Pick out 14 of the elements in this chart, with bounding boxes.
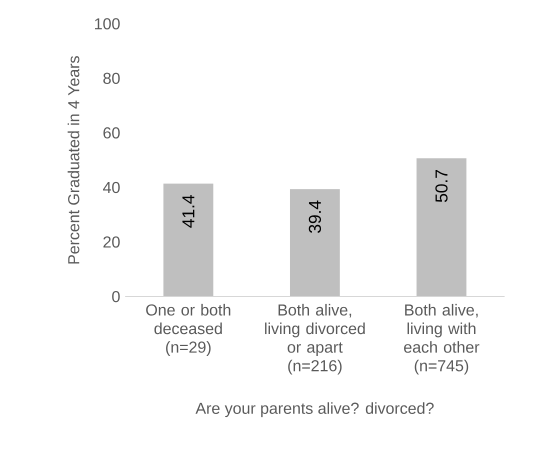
- y-tick-label: 0: [112, 291, 120, 302]
- y-tick-label: 60: [103, 127, 120, 139]
- data-label: 50.7: [435, 170, 448, 202]
- x-tick-label: One or both deceased (n=29): [146, 304, 230, 356]
- data-label: 39.4: [308, 200, 322, 234]
- y-tick-label: 80: [103, 72, 120, 84]
- x-tick-label: Both alive, living with each other (n=745): [404, 304, 480, 375]
- data-label: 41.4: [182, 195, 194, 228]
- y-axis-title: Percent Graduated in 4 Years: [68, 56, 80, 264]
- y-tick-label: 20: [103, 236, 120, 248]
- x-axis-title: Are your parents alive? divorced?: [196, 402, 434, 418]
- x-tick-label: Both alive, living divorced or apart (n=216): [265, 304, 365, 375]
- y-tick-label: 100: [94, 18, 120, 30]
- y-tick-label: 40: [103, 182, 120, 194]
